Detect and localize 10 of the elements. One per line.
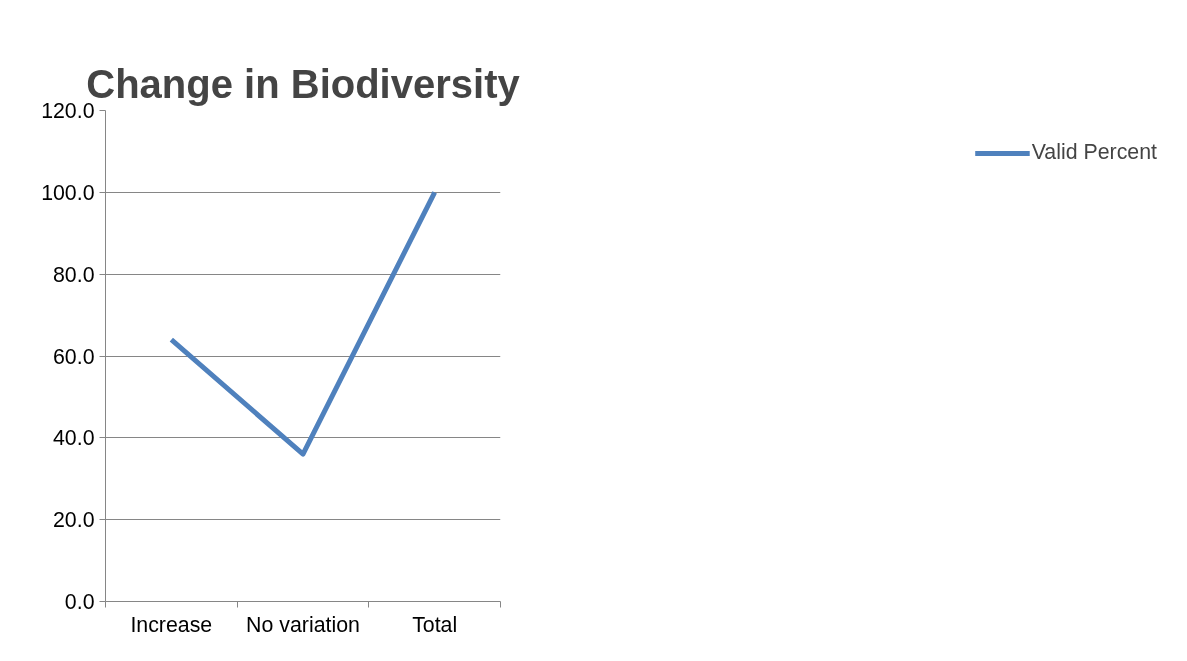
y-tick-label: 100.0 (41, 180, 95, 205)
x-tick-label: Total (412, 612, 458, 637)
x-tick-label: Increase (130, 612, 213, 637)
y-tick-label: 20.0 (52, 508, 95, 533)
y-tick-label: 40.0 (52, 426, 95, 451)
legend-label: Valid Percent (1031, 140, 1157, 165)
y-tick-label: 60.0 (52, 344, 95, 369)
y-tick-label: 80.0 (52, 262, 95, 287)
y-tick-label: 0.0 (64, 590, 95, 614)
x-tick-label: No variation (246, 612, 360, 637)
